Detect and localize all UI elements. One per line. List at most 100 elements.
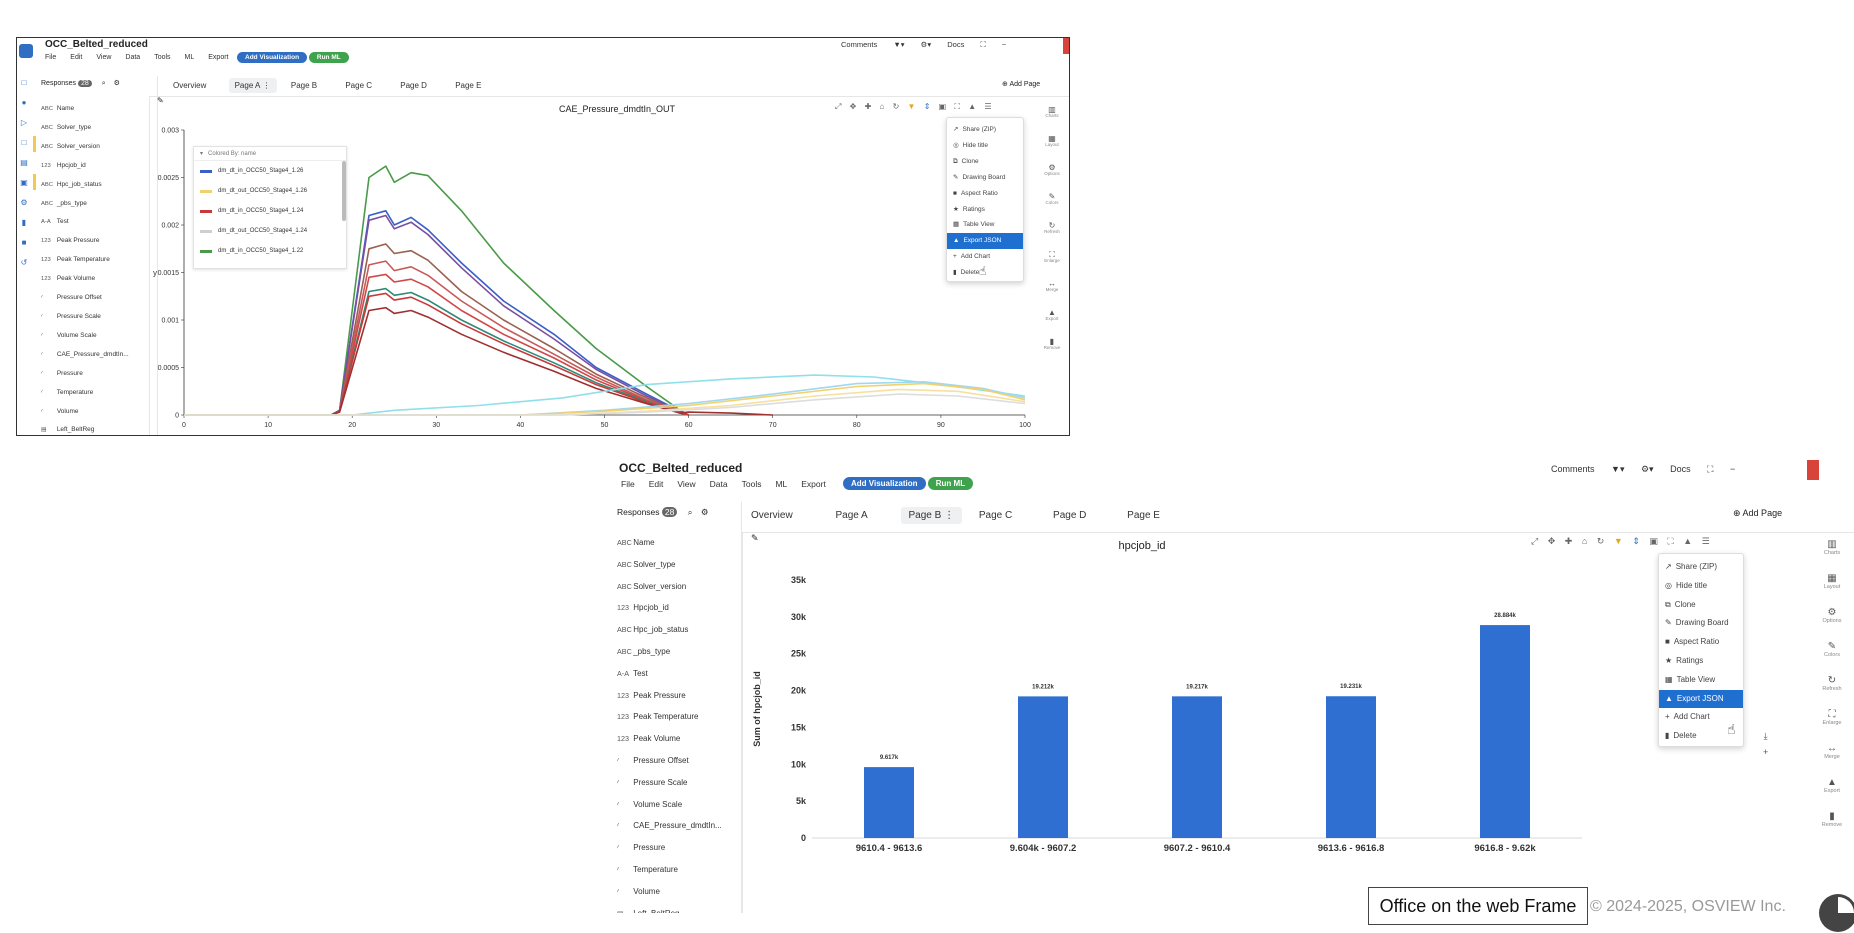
menu-icon[interactable]: ☰ (984, 102, 992, 111)
tab-page-b[interactable]: Page B (290, 81, 318, 90)
bar[interactable] (864, 767, 914, 838)
zoom-out-button[interactable]: ⤓ (1763, 731, 1768, 741)
legend-entry[interactable]: dm_dt_in_OCC50_Stage4_1.26 (194, 161, 346, 181)
sidebar-item[interactable]: ∕ Volume Scale (617, 794, 727, 816)
rail-icon-7[interactable]: ⚙ (20, 198, 28, 207)
sidebar-item[interactable]: ABC Name (617, 532, 727, 554)
pencil-icon[interactable]: ✎ (157, 96, 164, 105)
camera-icon[interactable]: ⌂ (879, 102, 885, 111)
minimize-icon[interactable]: − (1001, 40, 1007, 49)
sidebar-item[interactable]: 123 Peak Volume (617, 728, 727, 750)
context-menu-item[interactable]: ◎ Hide title (947, 138, 1023, 154)
zoom-icon-b[interactable]: ⤢ (1531, 536, 1539, 546)
right-rail-button[interactable]: ⛶ Enlarge (1035, 250, 1069, 280)
series-line[interactable] (184, 393, 1026, 416)
sidebar-item[interactable]: ABC _pbs_type (41, 195, 151, 214)
context-menu-item[interactable]: ▦ Table View (947, 217, 1023, 233)
series-line[interactable] (184, 165, 689, 416)
reset-icon[interactable]: ↻ (892, 102, 900, 111)
menu-icon-b[interactable]: ☰ (1701, 536, 1710, 546)
tab-page-c-b[interactable]: Page C (978, 510, 1013, 521)
right-rail-button[interactable]: ↻ Refresh (1035, 221, 1069, 251)
tab-overview-b[interactable]: Overview (751, 510, 793, 521)
context-menu-item[interactable]: ↗ Share (ZIP) (947, 122, 1023, 138)
right-rail-button[interactable]: ↔ Merge (1035, 279, 1069, 309)
menu-export[interactable]: Export (208, 54, 229, 61)
right-rail-button[interactable]: ▦ Layout (1035, 134, 1069, 164)
sidebar-item[interactable]: ABC Hpc_job_status (617, 619, 727, 641)
sidebar-item[interactable]: ∕ Pressure Scale (41, 308, 151, 327)
expand-icon-b[interactable]: ⛶ (1667, 536, 1674, 546)
sidebar-item[interactable]: ABC Hpc_job_status (41, 176, 151, 195)
right-rail-button[interactable]: ▥ Charts (1812, 539, 1852, 574)
settings-dropdown-b[interactable]: ⚙▾ (1640, 464, 1654, 474)
save-icon-b[interactable]: ▣ (1649, 536, 1658, 546)
context-menu-item[interactable]: ■ Aspect Ratio (947, 186, 1023, 202)
search-icon[interactable]: ⌕ (101, 80, 106, 87)
sidebar-item[interactable]: ∕ Pressure (617, 837, 727, 859)
legend-entry[interactable]: dm_dt_in_OCC50_Stage4_1.24 (194, 201, 346, 221)
sidebar-item[interactable]: 123 Peak Pressure (617, 685, 727, 707)
close-button[interactable] (1063, 38, 1069, 54)
settings-dropdown[interactable]: ⚙▾ (920, 40, 932, 49)
context-menu-item[interactable]: ⧉ Clone (1659, 596, 1743, 615)
tab-page-d-b[interactable]: Page D (1053, 510, 1087, 521)
sidebar-item[interactable]: 123 Peak Pressure (41, 232, 151, 251)
zoom-icon[interactable]: ⤢ (835, 102, 842, 111)
bar[interactable] (1480, 625, 1530, 838)
menu-ml-b[interactable]: ML (775, 479, 788, 489)
context-menu-item[interactable]: ◎ Hide title (1659, 577, 1743, 596)
comments-button-b[interactable]: Comments (1551, 464, 1595, 474)
sidebar-item[interactable]: ABC Name (41, 100, 151, 119)
menu-data[interactable]: Data (125, 54, 141, 61)
context-menu-item[interactable]: ■ Aspect Ratio (1659, 633, 1743, 652)
series-line[interactable] (184, 306, 773, 416)
bar[interactable] (1172, 696, 1222, 838)
add-visualization-button-b[interactable]: Add Visualization (843, 477, 926, 490)
menu-view-b[interactable]: View (677, 479, 696, 489)
right-rail-button[interactable]: ✎ Colors (1812, 641, 1852, 676)
sidebar-item[interactable]: ∕ Pressure Offset (41, 289, 151, 308)
filter-icon-b[interactable]: ▼ (1613, 536, 1623, 546)
sidebar-item[interactable]: ∕ Temperature (617, 859, 727, 881)
menu-edit-b[interactable]: Edit (648, 479, 664, 489)
search-icon-b[interactable]: ⌕ (687, 507, 693, 517)
context-menu-item[interactable]: ↗ Share (ZIP) (1659, 558, 1743, 577)
sidebar-item[interactable]: ∕ Temperature (41, 384, 151, 403)
zoom-in-icon[interactable]: ✚ (864, 102, 872, 111)
bar[interactable] (1018, 696, 1068, 838)
sidebar-item[interactable]: ∕ CAE_Pressure_dmdtIn... (617, 815, 727, 837)
context-menu-item[interactable]: ▮ Delete (947, 265, 1023, 281)
menu-tools[interactable]: Tools (154, 54, 171, 61)
reset-icon-b[interactable]: ↻ (1596, 536, 1605, 546)
sidebar-item[interactable]: 123 Hpcjob_id (41, 157, 151, 176)
series-line[interactable] (184, 260, 689, 416)
legend-scrollbar[interactable] (342, 161, 346, 221)
sidebar-item[interactable]: ∕ Pressure (41, 365, 151, 384)
sidebar-item[interactable]: ABC _pbs_type (617, 641, 727, 663)
sidebar-item[interactable]: A-A Test (617, 663, 727, 685)
tab-page-b-b[interactable]: Page B ⋮ (900, 507, 963, 524)
filter-dropdown-b[interactable]: ▼▾ (1611, 464, 1625, 474)
tab-page-e[interactable]: Page E (455, 81, 482, 90)
right-rail-button[interactable]: ▮ Remove (1812, 811, 1852, 846)
rail-icon-6[interactable]: ▣ (20, 178, 28, 187)
legend-entry[interactable]: dm_dt_out_OCC50_Stage4_1.24 (194, 221, 346, 241)
right-rail-button[interactable]: ▲ Export (1035, 308, 1069, 338)
context-menu-item[interactable]: ▦ Table View (1659, 671, 1743, 690)
gear-icon[interactable]: ⚙ (113, 80, 120, 87)
sidebar-item[interactable]: 123 Peak Temperature (617, 706, 727, 728)
context-menu-item[interactable]: + Add Chart (1659, 708, 1743, 727)
context-menu-item[interactable]: ★ Ratings (947, 202, 1023, 218)
sidebar-item[interactable]: ▤ Left_BeltReg (41, 421, 151, 435)
menu-file-b[interactable]: File (621, 479, 635, 489)
docs-link-b[interactable]: Docs (1670, 464, 1691, 474)
menu-export-b[interactable]: Export (801, 479, 826, 489)
tab-page-c[interactable]: Page C (345, 81, 373, 90)
series-line[interactable] (184, 287, 689, 416)
run-ml-button-b[interactable]: Run ML (927, 477, 974, 490)
comments-button[interactable]: Comments (841, 40, 878, 49)
context-menu-item[interactable]: ★ Ratings (1659, 652, 1743, 671)
tab-overview[interactable]: Overview (173, 81, 207, 90)
right-rail-button[interactable]: ↻ Refresh (1812, 675, 1852, 710)
